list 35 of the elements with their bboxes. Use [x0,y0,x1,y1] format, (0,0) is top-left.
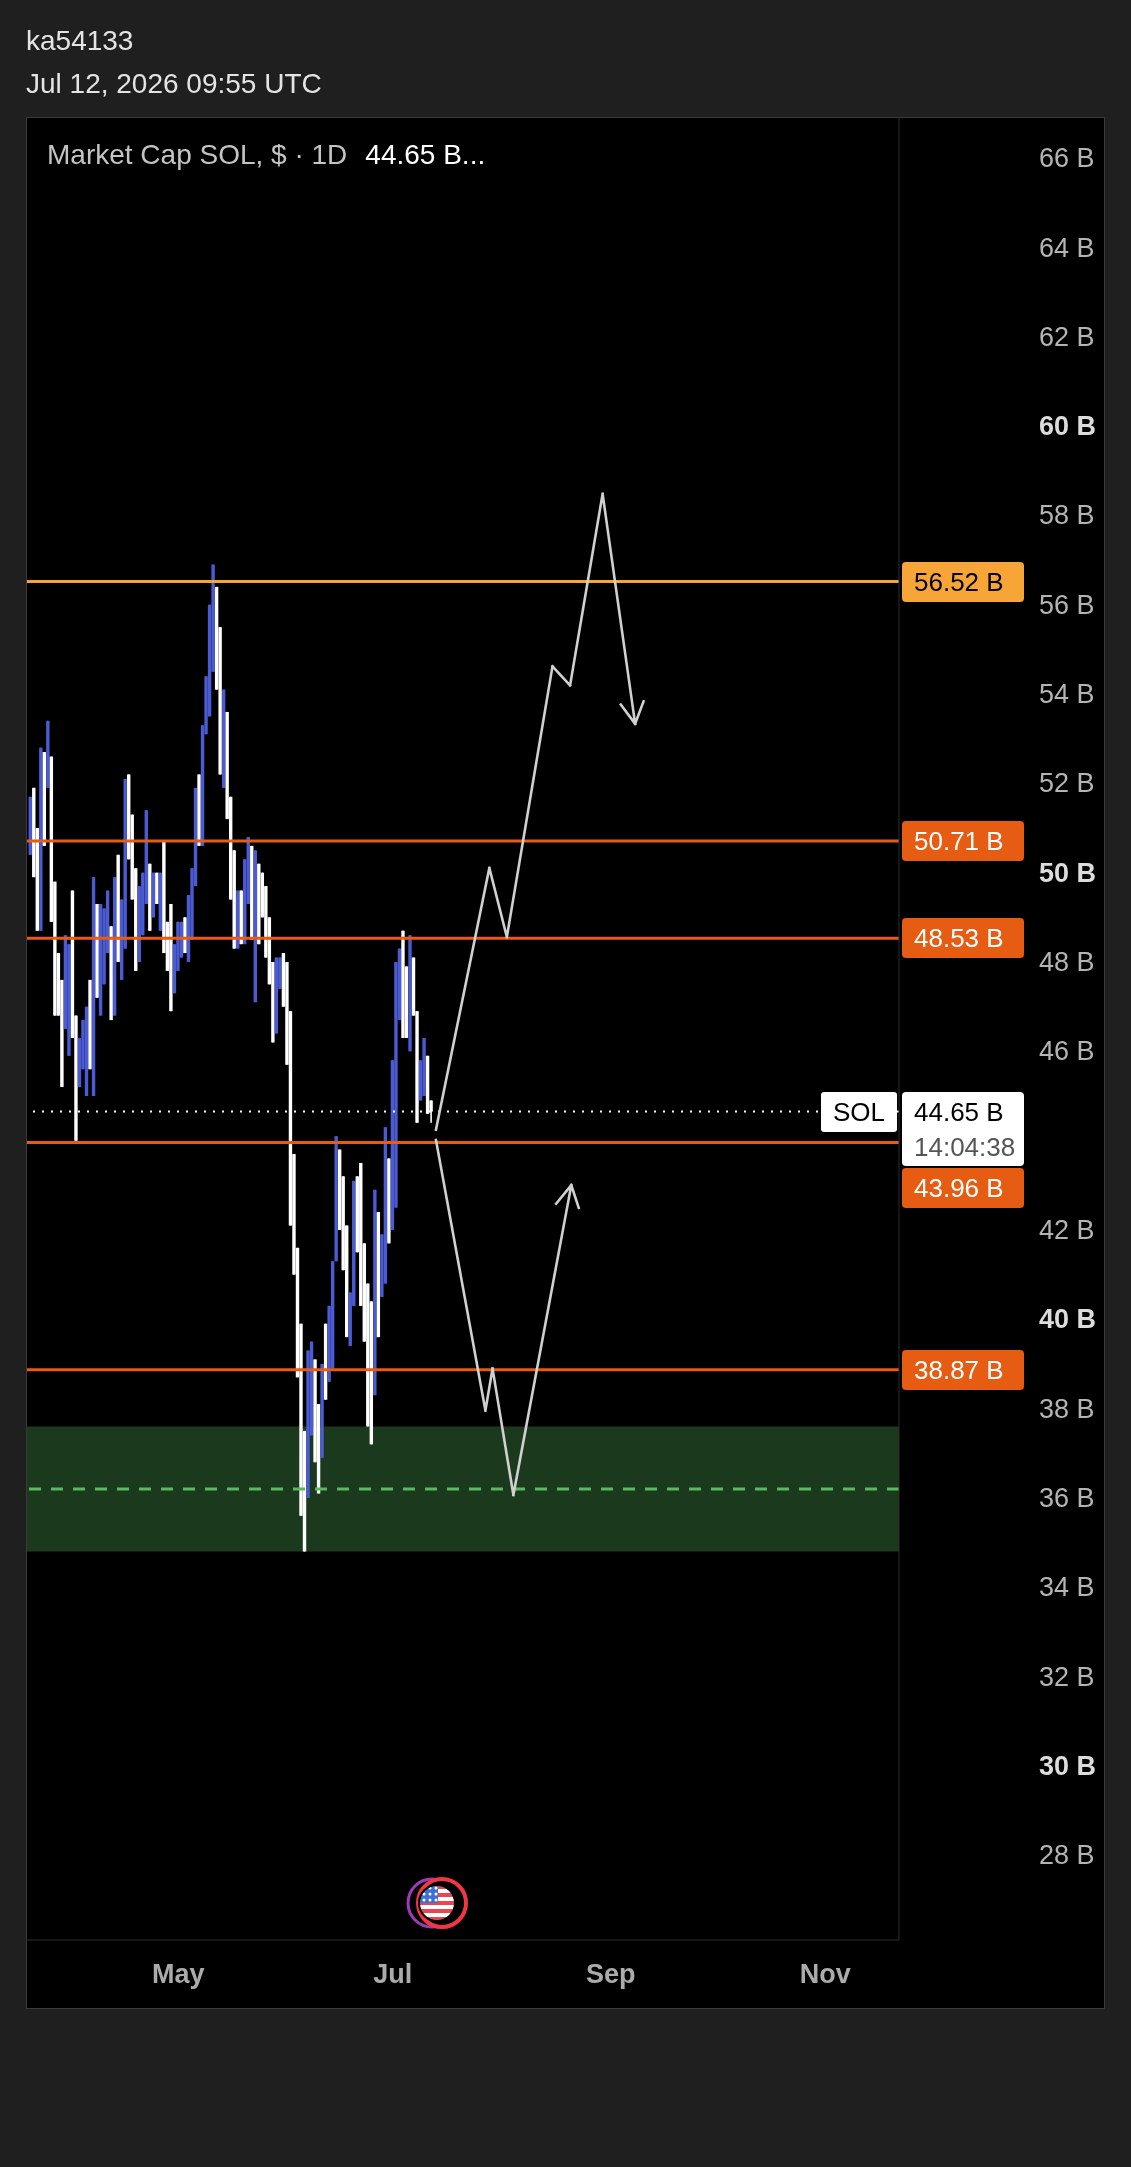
y-tick-label: 66 B [1039,143,1095,174]
text: 44.65 B... [365,139,486,170]
y-tick-label: 60 B [1039,411,1097,442]
y-tick-label: 34 B [1039,1572,1095,1603]
y-tick-label: 32 B [1039,1661,1095,1692]
text: Market Cap SOL, $ · 1D [47,139,348,170]
text: 14:04:38 [914,1131,1016,1162]
y-tick-label: 40 B [1039,1304,1097,1335]
y-tick-label: 52 B [1039,768,1095,799]
y-tick-label: 42 B [1039,1214,1095,1245]
y-tick-label: 50 B [1039,857,1097,888]
y-tick-label: 38 B [1039,1393,1095,1424]
text: ka54133 [26,25,134,56]
ref-line-label: 50.71 B [914,825,1004,856]
text: Jul 12, 2026 09:55 UTC [26,68,322,99]
x-tick-label: May [151,1959,205,1989]
y-tick-label: 46 B [1039,1036,1095,1067]
ref-line-label: 38.87 B [914,1354,1004,1385]
y-tick-label: 28 B [1039,1840,1095,1871]
x-tick-label: Sep [585,1959,636,1989]
x-tick-label: Jul [373,1959,413,1989]
y-tick-label: 58 B [1039,500,1095,531]
ref-line-label: 56.52 B [914,566,1004,597]
ref-line-label: 43.96 B [914,1172,1004,1203]
y-tick-label: 30 B [1039,1750,1097,1781]
x-tick-label: Nov [799,1959,851,1989]
y-tick-label: 54 B [1039,679,1095,710]
y-tick-label: 64 B [1039,232,1095,263]
y-tick-label: 36 B [1039,1482,1095,1513]
ref-line-label: 48.53 B [914,923,1004,954]
ref-line-label: 44.65 B [914,1096,1004,1127]
y-tick-label: 62 B [1039,321,1095,352]
annotation: SOL [832,1096,886,1127]
y-tick-label: 56 B [1039,589,1095,620]
y-tick-label: 48 B [1039,947,1095,978]
